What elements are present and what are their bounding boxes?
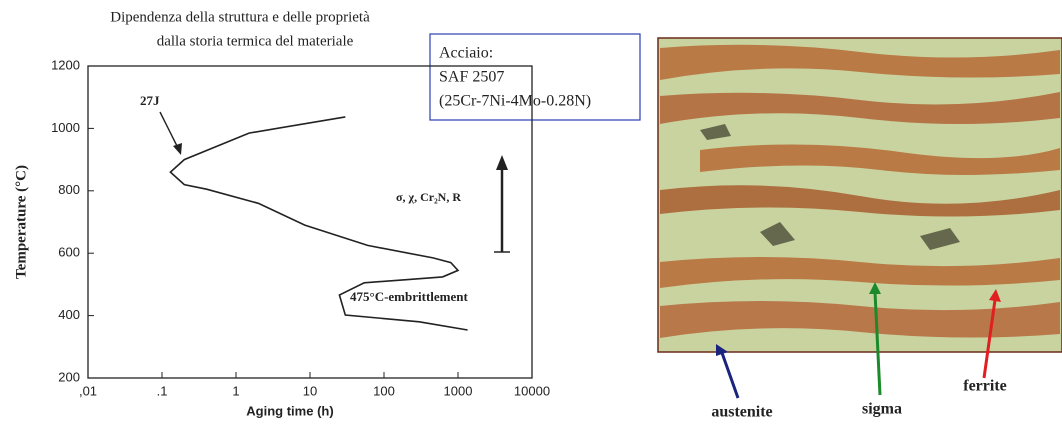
slide-title: dalla storia termica del materiale: [157, 33, 354, 49]
arrowhead: [173, 143, 182, 155]
x-tick-label: 10: [303, 383, 317, 398]
y-axis-label: Temperature (°C): [13, 165, 29, 279]
annotation: 475°C-embrittlement: [350, 289, 468, 304]
y-tick-label: 600: [58, 245, 80, 260]
y-tick-label: 800: [58, 182, 80, 197]
x-tick-label: 1000: [444, 383, 473, 398]
x-tick-label: .1: [157, 383, 168, 398]
x-axis-label: Aging time (h): [246, 403, 333, 418]
annotation: 27J: [140, 93, 160, 108]
arrow: [721, 350, 738, 398]
y-tick-label: 200: [58, 369, 80, 384]
x-tick-label: ,01: [79, 383, 97, 398]
arrowhead: [496, 155, 508, 170]
slide-title: Dipendenza della struttura e delle propr…: [110, 9, 370, 25]
page: {"slide_title": ["Dipendenza della strut…: [0, 0, 1062, 429]
micrograph: [658, 38, 1062, 352]
x-tick-label: 100: [373, 383, 395, 398]
micrograph-label: austenite: [711, 404, 772, 421]
slide: Dipendenza della struttura e delle propr…: [0, 0, 1062, 429]
material-text: SAF 2507: [439, 69, 504, 86]
y-tick-label: 1000: [51, 120, 80, 135]
y-tick-label: 1200: [51, 57, 80, 72]
material-text: Acciaio:: [439, 45, 493, 62]
micrograph-label: sigma: [862, 401, 902, 418]
micrograph-label: ferrite: [963, 378, 1007, 395]
material-text: (25Cr-7Ni-4Mo-0.28N): [439, 93, 591, 110]
annotation-arrow: [160, 112, 178, 148]
annotation: σ, χ, Cr₂N, R: [396, 190, 461, 204]
y-tick-label: 400: [58, 307, 80, 322]
x-tick-label: 10000: [514, 383, 550, 398]
x-tick-label: 1: [232, 383, 239, 398]
